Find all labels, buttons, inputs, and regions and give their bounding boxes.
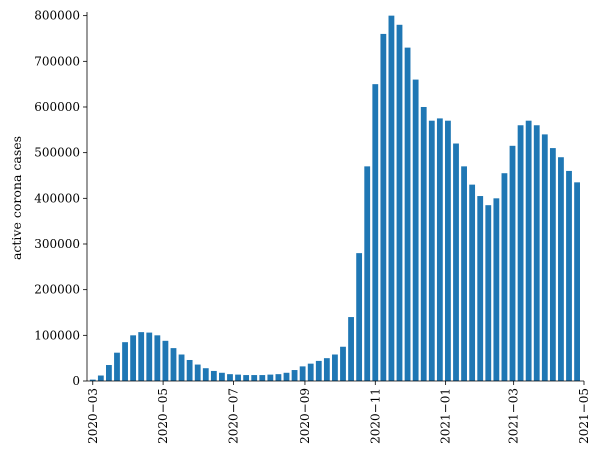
bar: [517, 125, 524, 381]
bar: [509, 145, 516, 381]
y-tick-label: 600000: [34, 100, 80, 114]
bar: [428, 120, 435, 381]
bar: [493, 198, 500, 381]
bar: [138, 332, 145, 381]
bar: [477, 196, 484, 381]
bar: [412, 79, 419, 381]
bar: [97, 375, 104, 381]
bar: [461, 166, 467, 381]
bar: [106, 365, 112, 381]
bar: [388, 15, 395, 382]
bar: [275, 374, 282, 381]
bar: [170, 348, 177, 381]
bar: [307, 363, 314, 381]
bar: [396, 24, 403, 381]
x-tick-label: 2021−03: [507, 388, 521, 444]
bar: [194, 364, 201, 381]
y-tick-label: 700000: [34, 54, 80, 68]
bar: [291, 370, 298, 381]
bar: [541, 134, 548, 381]
y-tick-label: 800000: [34, 9, 80, 23]
axes-spines: [86, 12, 584, 382]
y-tick-label: 200000: [34, 283, 80, 297]
bar: [122, 342, 128, 381]
y-tick-label: 400000: [34, 191, 80, 205]
bar: [154, 335, 161, 381]
bar: [501, 173, 508, 381]
bar: [89, 379, 96, 381]
bar: [146, 332, 153, 381]
bar: [372, 84, 379, 381]
bar: [315, 360, 322, 381]
bar: [283, 372, 290, 381]
bar: [364, 166, 371, 381]
bar: [453, 143, 459, 381]
bar: [114, 352, 120, 381]
bar: [436, 118, 443, 381]
bar: [130, 335, 137, 381]
bar: [574, 182, 580, 381]
bar: [404, 47, 411, 382]
y-tick-label: 0: [72, 374, 80, 388]
bar: [210, 370, 217, 381]
bar: [533, 125, 540, 381]
bar: [178, 354, 185, 381]
bar: [323, 358, 330, 381]
bar: [445, 120, 451, 381]
x-tick-label: 2021−01: [439, 388, 453, 444]
y-tick-label: 300000: [34, 237, 80, 251]
bar: [267, 374, 274, 381]
bar: [380, 33, 387, 382]
bar: [186, 359, 193, 381]
bar: [525, 120, 532, 381]
bar: [340, 346, 346, 381]
x-tick-label: 2020−07: [226, 388, 240, 444]
x-tick-label: 2020−09: [298, 388, 312, 444]
x-tick-label: 2020−11: [368, 388, 382, 444]
x-tick-label: 2021−05: [577, 388, 591, 444]
bar: [202, 368, 209, 381]
bar: [549, 148, 556, 381]
y-tick-label: 500000: [34, 146, 80, 160]
y-axis-ticks: 0 100000 200000 300000 400000 500000 600000 700…: [34, 9, 87, 388]
bar: [235, 374, 241, 381]
x-axis-ticks: 2020−03 2020−05 2020−07 2020−09 2020−11 2021−…: [86, 381, 591, 444]
bar: [299, 366, 306, 381]
bar: [219, 372, 225, 381]
bar: [356, 253, 363, 381]
bar: [485, 205, 492, 381]
bar: [332, 354, 338, 381]
bar: [566, 170, 572, 381]
bar: [251, 375, 258, 381]
y-tick-label: 100000: [34, 328, 80, 342]
bars-layer: [89, 15, 580, 382]
bar: [162, 340, 169, 381]
bar: [469, 184, 476, 381]
x-tick-label: 2020−05: [156, 388, 170, 444]
x-tick-label: 2020−03: [86, 388, 100, 444]
bar: [348, 317, 354, 381]
bar: [558, 157, 564, 381]
bar: [420, 106, 427, 382]
bar: [227, 374, 233, 381]
y-axis-title: active corona cases: [9, 136, 24, 260]
bar: [259, 375, 266, 381]
bar: [243, 375, 250, 381]
